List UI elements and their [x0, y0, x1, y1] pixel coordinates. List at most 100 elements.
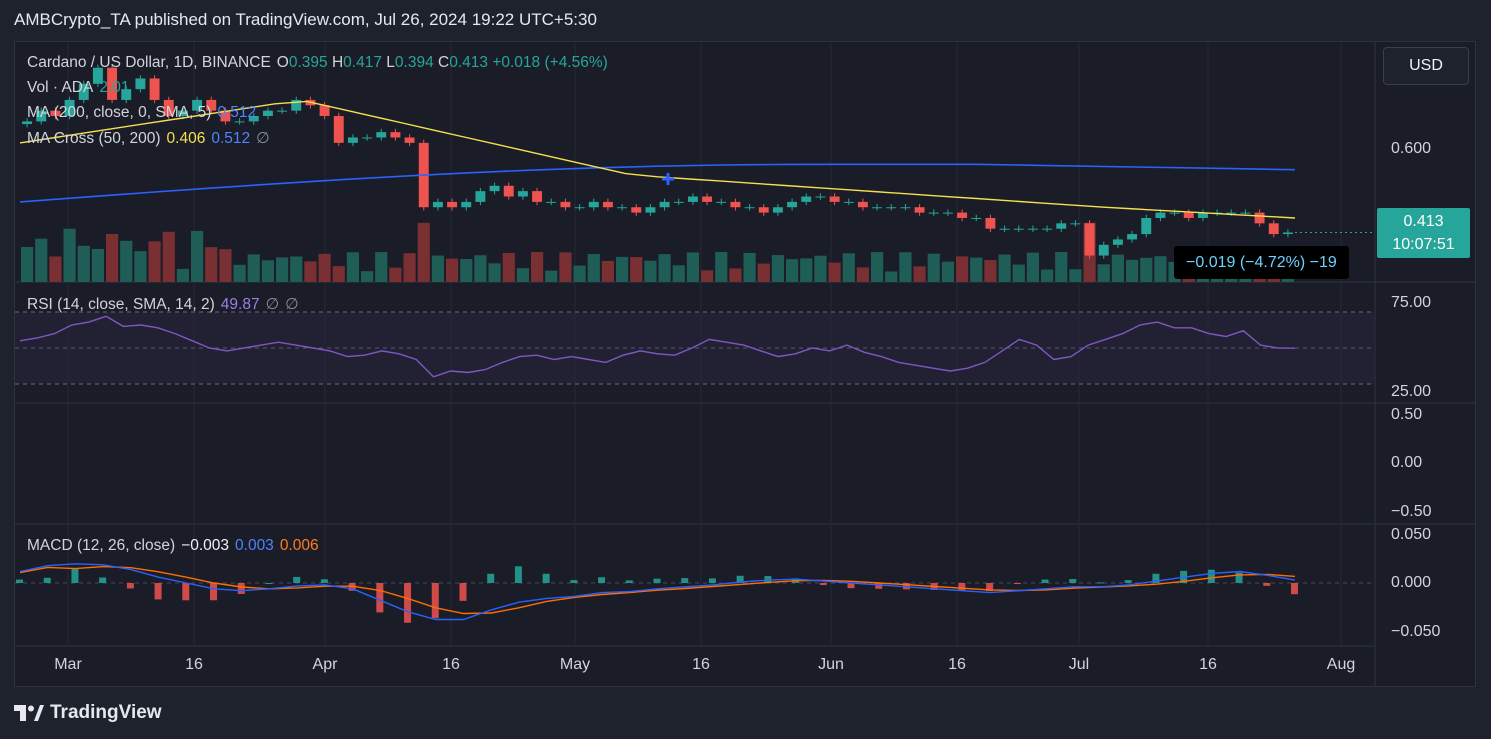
candle-body	[617, 207, 628, 209]
candle-body	[702, 196, 713, 202]
volume-bar	[261, 260, 274, 282]
volume-bar	[106, 233, 119, 282]
candle-body	[957, 212, 968, 218]
volume-bar	[531, 252, 544, 282]
chart-canvas[interactable]	[15, 42, 1476, 687]
bar-countdown: 10:07:51	[1392, 236, 1455, 253]
candle-body	[78, 83, 89, 100]
macd-histogram-bar	[875, 583, 883, 589]
macd-histogram-bar	[819, 583, 827, 586]
candle-body	[532, 191, 543, 202]
change-value: +0.018 (+4.56%)	[492, 54, 608, 71]
candle-body	[602, 201, 613, 208]
publisher-text: AMBCrypto_TA published on TradingView.co…	[14, 10, 597, 29]
price-tick-0-600: 0.600	[1391, 140, 1432, 157]
candle-body	[1268, 223, 1279, 235]
rsi-tick-upper: 75.00	[1391, 294, 1432, 311]
macd-histogram-bar	[487, 573, 495, 583]
candle-body	[517, 191, 528, 197]
macd-histogram-bar	[1041, 579, 1049, 583]
candle-body	[815, 196, 826, 198]
time-label-jun: Jun	[818, 656, 844, 673]
volume-bar	[1055, 252, 1068, 282]
candle-body	[1254, 212, 1265, 224]
candle-body	[1013, 228, 1024, 230]
candle-body	[772, 207, 783, 213]
volume-bar	[389, 267, 402, 282]
macd-histogram-bar	[653, 578, 661, 583]
macd-histogram-bar	[376, 583, 384, 613]
volume-bar	[276, 257, 289, 282]
macross-legend[interactable]: MA Cross (50, 200) 0.406 0.512 ∅	[27, 129, 270, 148]
macd-histogram-bar	[293, 576, 301, 583]
brand-name: TradingView	[50, 702, 162, 723]
rsi-tick-lower: 25.00	[1391, 383, 1432, 400]
macd-histogram-bar	[847, 583, 855, 589]
volume-bar	[1154, 256, 1167, 282]
candle-body	[22, 121, 33, 125]
macd-tick-top: 0.050	[1391, 526, 1432, 543]
ma-legend[interactable]: MA (200, close, 0, SMA, 5) 0.512	[27, 104, 256, 122]
macd-histogram-bar	[1013, 583, 1021, 584]
candle-body	[1084, 223, 1095, 256]
tradingview-brand[interactable]: TradingView	[14, 696, 414, 730]
macd-histogram-bar	[708, 578, 716, 583]
candle-body	[447, 201, 458, 208]
chart-frame[interactable]: Cardano / US Dollar, 1D, BINANCE O0.395 …	[14, 41, 1476, 687]
volume-bar	[856, 267, 869, 282]
tradingview-logo-icon	[14, 705, 44, 721]
volume-bar	[913, 266, 926, 282]
currency-button[interactable]: USD	[1383, 47, 1469, 85]
time-label-may: May	[559, 656, 591, 673]
candle-body	[872, 207, 883, 209]
candle-body	[744, 207, 755, 209]
macd-histogram-bar	[542, 573, 550, 583]
candle-body	[362, 137, 373, 139]
candle-body	[985, 217, 996, 229]
volume-bar	[361, 271, 374, 282]
rsi-line	[19, 315, 1296, 378]
candle-body	[928, 212, 939, 214]
candle-body	[248, 116, 259, 122]
candle-body	[1056, 223, 1067, 229]
macd-signal-line	[19, 565, 1296, 615]
candle-body	[971, 217, 982, 219]
volume-bar	[417, 222, 430, 282]
volume-bar	[842, 253, 855, 282]
candle-body	[404, 137, 415, 143]
symbol-legend[interactable]: Cardano / US Dollar, 1D, BINANCE O0.395 …	[27, 54, 608, 72]
macd-histogram-bar	[43, 577, 51, 583]
symbol-title: Cardano / US Dollar, 1D, BINANCE	[27, 54, 271, 71]
macd-histogram-bar	[570, 580, 578, 583]
volume-bar	[800, 258, 813, 282]
candle-body	[1070, 223, 1081, 225]
macd-legend[interactable]: MACD (12, 26, close) −0.003 0.003 0.006	[27, 537, 319, 555]
volume-bar	[304, 261, 317, 282]
candle-body	[107, 67, 118, 100]
candle-body	[758, 207, 769, 213]
volume-bar	[885, 271, 898, 282]
macd-histogram-bar	[958, 583, 966, 591]
volume-bar	[998, 254, 1011, 282]
volume-bar	[1012, 264, 1025, 282]
time-label-jun-16: 16	[948, 656, 966, 673]
candle-body	[1240, 212, 1251, 214]
candle-body	[192, 99, 203, 111]
volume-legend[interactable]: Vol · ADA 2.01	[27, 79, 130, 97]
volume-bar	[715, 252, 728, 282]
macd-histogram-value: −0.003	[181, 537, 230, 554]
volume-bar	[672, 265, 685, 282]
rsi-legend[interactable]: RSI (14, close, SMA, 14, 2) 49.87 ∅ ∅	[27, 295, 299, 314]
candle-body	[787, 201, 798, 208]
candle-body	[503, 185, 514, 197]
candle-body	[461, 201, 472, 208]
macd-signal-value: 0.006	[279, 537, 319, 554]
volume-bar	[516, 268, 529, 282]
rsi-value: 49.87	[220, 296, 260, 313]
volume-bar	[446, 258, 459, 282]
macross-extra: ∅	[256, 130, 270, 147]
volume-bar	[630, 257, 643, 282]
volume-bar	[1026, 252, 1039, 282]
candle-body	[50, 110, 61, 117]
volume-value: 2.01	[99, 79, 130, 96]
